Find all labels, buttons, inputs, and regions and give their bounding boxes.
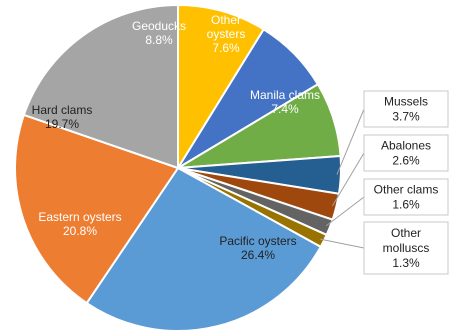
leader-line-other-clams [325,196,365,227]
pie-slice-eastern-oysters [14,113,180,305]
leader-line-other-molluscs [320,238,365,249]
leader-line-abalones [331,152,365,207]
callout-box-other-molluscs [363,221,449,275]
leader-line-mussels [336,108,365,175]
slice-label-geoducks: Geoducks 8.8% [132,19,186,47]
callout-box-abalones [363,134,449,172]
slice-label-other-molluscs: Other molluscs 1.3% [383,226,430,270]
callout-box-mussels [363,90,449,128]
pie-slice-geoducks [177,3,266,172]
pie-slice-pacific-oysters [85,166,323,332]
slice-labels: Geoducks 8.8% Other oysters 7.6% Manila clams… [32,13,449,275]
callout-box-other-clams [363,178,449,216]
slice-label-other-clams: Other clams 1.6% [374,183,439,212]
slice-label-eastern-oysters: Eastern oysters 20.8% [38,210,121,238]
slice-label-manila-clams: Manila clams 7.4% [250,88,320,116]
pie-slice-hard-clams [22,3,179,170]
pie-slices [14,3,342,332]
slice-label-abalones: Abalones 2.6% [381,139,431,168]
slice-label-mussels: Mussels 3.7% [384,95,428,124]
slice-label-hard-clams: Hard clams 19.7% [32,103,93,131]
slice-label-pacific-oysters: Pacific oysters 26.4% [219,234,296,262]
slice-label-other-oysters: Other oysters 7.6% [207,13,246,55]
leader-lines [320,108,365,249]
